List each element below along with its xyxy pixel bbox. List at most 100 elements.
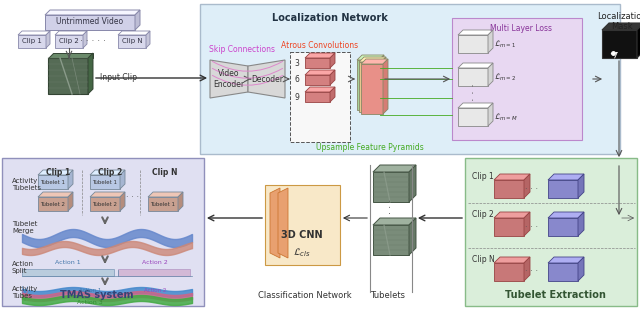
- Polygon shape: [38, 175, 68, 189]
- Polygon shape: [118, 31, 150, 35]
- Polygon shape: [38, 192, 73, 197]
- Polygon shape: [90, 170, 125, 175]
- Text: Untrimmed Video: Untrimmed Video: [56, 18, 124, 27]
- Bar: [290, 52, 350, 142]
- Polygon shape: [270, 188, 280, 258]
- Bar: [48, 58, 88, 94]
- Text: · · ·: · · ·: [386, 198, 396, 214]
- Text: Tubelet 1: Tubelet 1: [93, 180, 118, 184]
- Text: Clip N: Clip N: [122, 39, 142, 44]
- Polygon shape: [524, 174, 530, 198]
- Text: Tubelet Extraction: Tubelet Extraction: [505, 290, 606, 300]
- Polygon shape: [578, 174, 584, 198]
- Text: Action 2: Action 2: [142, 260, 168, 265]
- Polygon shape: [45, 10, 140, 15]
- Polygon shape: [120, 192, 125, 211]
- Text: Tubelet 2: Tubelet 2: [40, 201, 65, 206]
- Text: 3: 3: [294, 58, 299, 67]
- Polygon shape: [118, 35, 146, 48]
- Polygon shape: [248, 60, 285, 98]
- Polygon shape: [357, 60, 379, 110]
- Polygon shape: [458, 63, 493, 68]
- Text: Decoder: Decoder: [251, 74, 283, 83]
- Polygon shape: [361, 59, 388, 64]
- Bar: [2, 158, 204, 306]
- Polygon shape: [305, 70, 335, 75]
- Text: Tubelets: Tubelets: [371, 291, 406, 300]
- Polygon shape: [305, 58, 330, 68]
- Polygon shape: [494, 212, 530, 218]
- Polygon shape: [305, 75, 330, 85]
- Text: $\mathcal{L}_{cls}$: $\mathcal{L}_{cls}$: [293, 247, 311, 259]
- Polygon shape: [148, 192, 183, 197]
- Polygon shape: [578, 212, 584, 236]
- Polygon shape: [90, 175, 120, 189]
- Polygon shape: [488, 30, 493, 53]
- Polygon shape: [548, 174, 584, 180]
- Polygon shape: [409, 218, 416, 255]
- Text: Action
Split: Action Split: [12, 261, 34, 274]
- Bar: [452, 18, 582, 140]
- Polygon shape: [278, 188, 288, 258]
- Text: · · · · ·: · · · · ·: [80, 37, 106, 46]
- Text: Clip N: Clip N: [472, 255, 495, 264]
- Text: Video
Encoder: Video Encoder: [213, 69, 244, 89]
- Polygon shape: [373, 165, 416, 172]
- Polygon shape: [458, 103, 493, 108]
- Polygon shape: [45, 15, 135, 30]
- Text: Tubelet
Merge: Tubelet Merge: [12, 221, 37, 234]
- Polygon shape: [55, 31, 87, 35]
- Polygon shape: [524, 257, 530, 281]
- Text: Tubelet 2: Tubelet 2: [93, 201, 118, 206]
- Text: 6: 6: [294, 75, 299, 84]
- Polygon shape: [146, 31, 150, 48]
- Text: · · ·: · · ·: [525, 222, 539, 231]
- Polygon shape: [330, 53, 335, 68]
- Text: Action 2: Action 2: [144, 287, 166, 293]
- Polygon shape: [494, 218, 524, 236]
- Polygon shape: [305, 92, 330, 102]
- Text: Multi Layer Loss: Multi Layer Loss: [490, 24, 552, 33]
- Text: Tubelet 1: Tubelet 1: [40, 180, 65, 184]
- Polygon shape: [359, 62, 381, 112]
- Text: Skip Connections: Skip Connections: [209, 45, 275, 54]
- Text: Atrous Convolutions: Atrous Convolutions: [282, 40, 358, 49]
- Polygon shape: [38, 197, 68, 211]
- Polygon shape: [494, 257, 530, 263]
- Polygon shape: [305, 53, 335, 58]
- Text: · · ·: · · ·: [525, 268, 539, 277]
- Polygon shape: [458, 68, 488, 86]
- Text: Activity
Tubelets: Activity Tubelets: [12, 179, 41, 192]
- Polygon shape: [578, 257, 584, 281]
- Polygon shape: [48, 53, 93, 58]
- Polygon shape: [548, 218, 578, 236]
- Polygon shape: [458, 108, 488, 126]
- Polygon shape: [548, 180, 578, 198]
- Polygon shape: [135, 10, 140, 30]
- Text: Localization Network: Localization Network: [272, 13, 388, 23]
- Polygon shape: [602, 30, 637, 58]
- Polygon shape: [458, 35, 488, 53]
- Text: Clip 2: Clip 2: [98, 168, 122, 177]
- Polygon shape: [18, 35, 46, 48]
- Polygon shape: [602, 23, 640, 30]
- Polygon shape: [330, 70, 335, 85]
- Text: 9: 9: [294, 92, 299, 101]
- Polygon shape: [488, 103, 493, 126]
- Text: Clip 2: Clip 2: [472, 210, 493, 219]
- Text: Input Clip: Input Clip: [100, 74, 137, 83]
- Text: Classification Network: Classification Network: [258, 291, 352, 300]
- Polygon shape: [373, 172, 409, 202]
- Polygon shape: [548, 263, 578, 281]
- Polygon shape: [88, 53, 93, 94]
- Polygon shape: [359, 57, 386, 62]
- Bar: [118, 269, 190, 276]
- Polygon shape: [361, 64, 383, 114]
- Polygon shape: [68, 170, 73, 189]
- Polygon shape: [373, 225, 409, 255]
- Text: Clip 1: Clip 1: [472, 172, 493, 181]
- Text: $\mathcal{L}_{m=2}$: $\mathcal{L}_{m=2}$: [494, 71, 516, 83]
- Polygon shape: [38, 170, 73, 175]
- Polygon shape: [357, 55, 384, 60]
- Text: Clip N: Clip N: [152, 168, 178, 177]
